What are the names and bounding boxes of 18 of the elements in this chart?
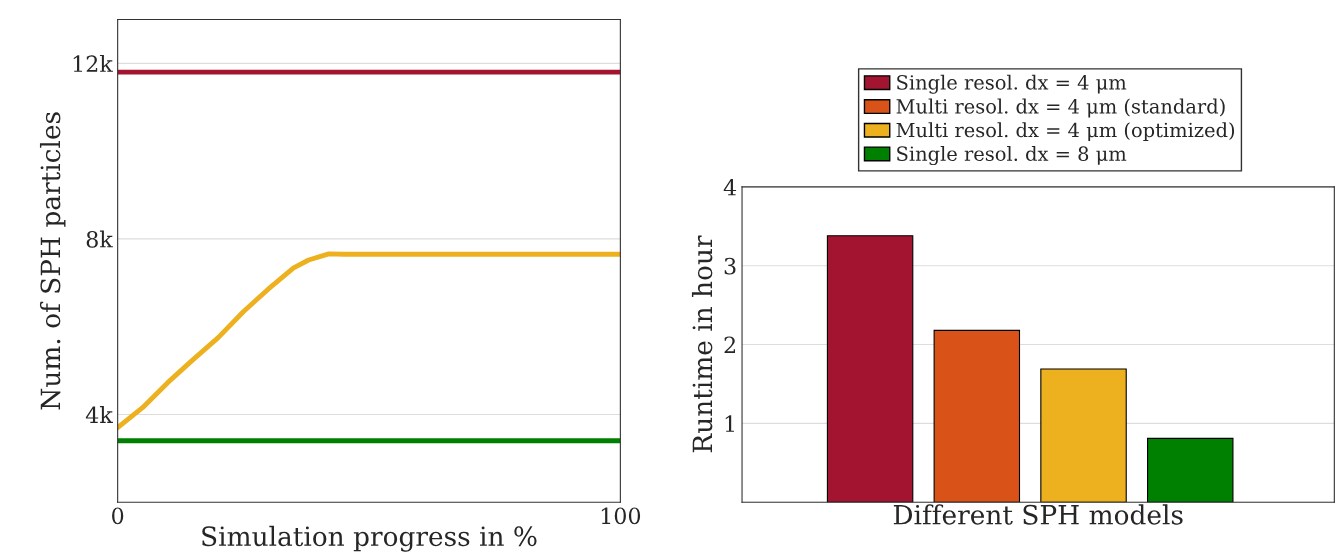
y-tick-label: 4 [723,178,737,196]
x-axis-title: Simulation progress in % [202,525,537,552]
x-axis-title: Different SPH models [893,504,1183,525]
y-tick-label: 1 [725,415,735,432]
legend-label: Multi resol. dx = 4 μm (optimized) [896,122,1235,142]
legend-label: Single resol. dx = 8 μm [897,145,1127,166]
y-tick-label: 2 [724,336,735,354]
legend-label: Single resol. dx = 4 μm [897,74,1127,94]
legend-label: Multi resol. dx = 4 μm (standard) [896,98,1225,118]
x-tick-label: 100 [601,507,641,525]
x-tick-label: 0 [112,507,124,525]
line-series [117,251,621,431]
y-tick-label: 12k [73,54,113,72]
y-tick-label: 4k [85,406,113,423]
y-tick-label: 3 [724,257,736,275]
y-axis-title: Runtime in hour [691,235,713,453]
y-axis-title: Num. of SPH particles [39,112,66,410]
y-tick-label: 8k [86,230,113,248]
